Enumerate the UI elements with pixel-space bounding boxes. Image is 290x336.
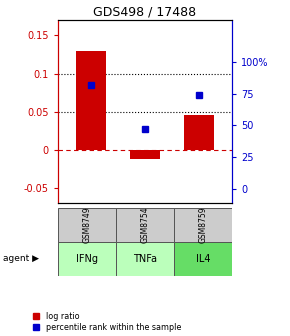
Bar [76, 51, 106, 150]
Bar [58, 242, 116, 276]
Text: GSM8759: GSM8759 [198, 207, 208, 244]
Text: IFNg: IFNg [76, 254, 98, 264]
Legend: log ratio, percentile rank within the sample: log ratio, percentile rank within the sa… [33, 311, 181, 332]
Text: IL4: IL4 [196, 254, 210, 264]
Bar [174, 208, 232, 242]
Bar [116, 242, 174, 276]
Bar [116, 208, 174, 242]
Bar [58, 208, 116, 242]
Title: GDS498 / 17488: GDS498 / 17488 [93, 6, 197, 19]
Bar [184, 115, 214, 150]
Text: agent ▶: agent ▶ [3, 254, 39, 263]
Bar [174, 242, 232, 276]
Text: TNFa: TNFa [133, 254, 157, 264]
Text: GSM8749: GSM8749 [82, 207, 92, 244]
Bar [130, 150, 160, 159]
Text: GSM8754: GSM8754 [140, 207, 150, 244]
